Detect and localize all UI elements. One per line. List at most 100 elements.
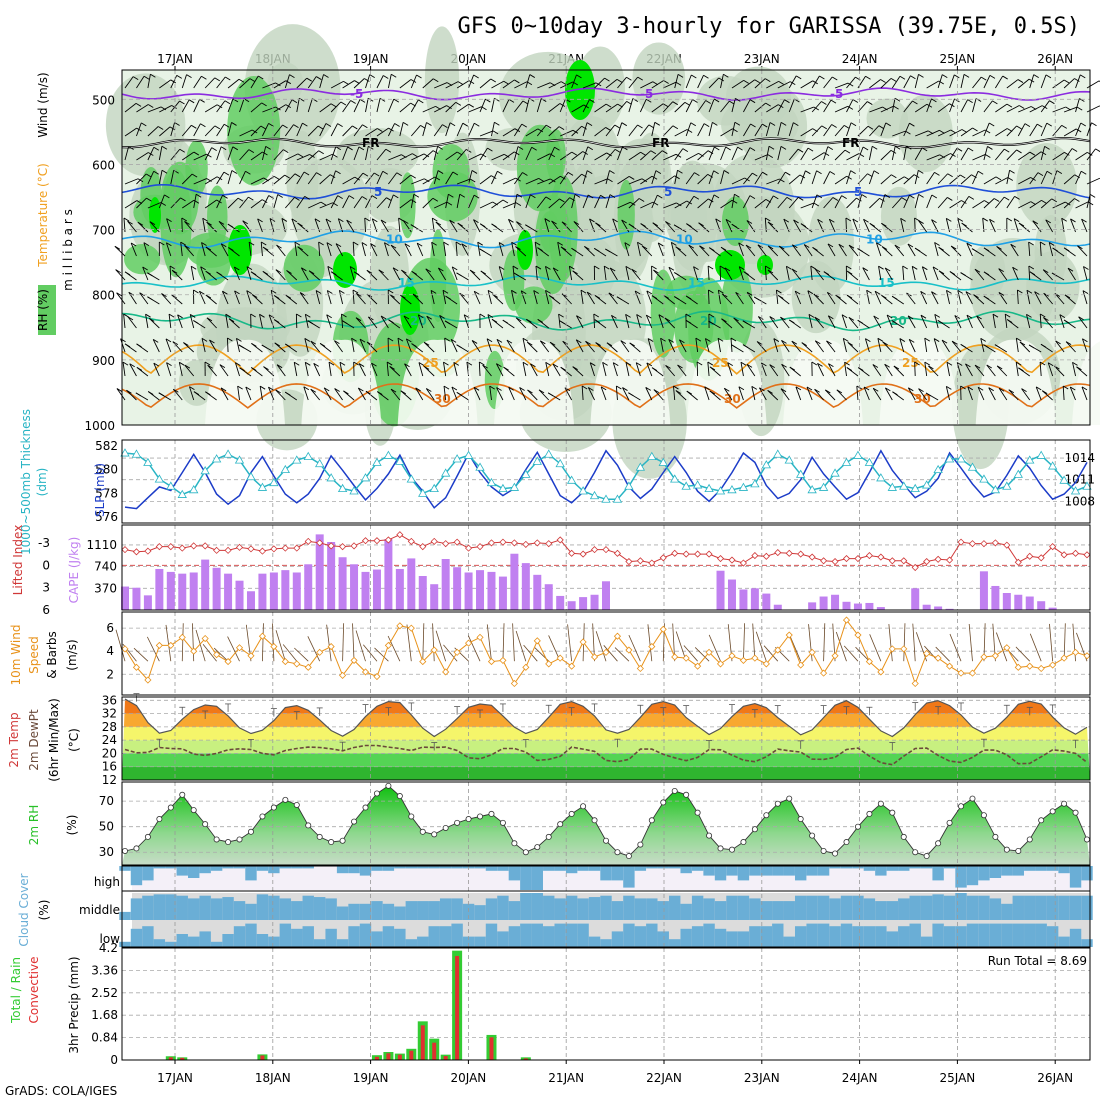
wind-barb-flag <box>355 317 362 322</box>
wind-barb <box>720 170 725 185</box>
ytick-temp-24: 24 <box>102 733 117 747</box>
wind-barb <box>334 388 343 401</box>
cloud-high-bar <box>588 866 601 871</box>
wind-barb <box>670 242 676 257</box>
wind-barb <box>884 387 893 401</box>
thickness-point <box>1025 455 1035 464</box>
wind-barb-flag <box>195 193 202 198</box>
wind-barb-flag <box>411 270 417 275</box>
wind-barb <box>827 243 836 257</box>
wind-barb <box>658 314 664 329</box>
wind-barb-flag <box>843 337 849 342</box>
wind-barb <box>921 266 928 281</box>
wind-barb-flag <box>246 266 253 270</box>
cloud-middle-bar <box>394 906 406 920</box>
wind-barb-flag <box>284 391 291 396</box>
wind-barb-flag <box>308 270 315 275</box>
wind-barb <box>731 177 745 185</box>
wind-barb-flag <box>352 289 359 294</box>
wind-barb-flag <box>1041 390 1048 395</box>
wind-barb-flag <box>386 361 393 366</box>
xlabel-bottom-8: 25JAN <box>940 1071 976 1085</box>
ytick-slp-1008: 1008 <box>1064 494 1095 508</box>
wind10-barb <box>912 623 916 662</box>
wind-barb-flag <box>972 127 978 132</box>
wind-barb <box>1006 79 1019 89</box>
wind-barb-flag <box>1028 344 1035 349</box>
wind-barb <box>433 170 439 185</box>
wind-barb-flag <box>812 247 818 251</box>
wind-barb-flag <box>527 341 533 346</box>
wind-barb-flag <box>675 246 681 251</box>
wind-barb-flag <box>415 387 421 392</box>
line-2m-dewpt <box>124 744 1088 766</box>
wind-barb-flag <box>418 362 425 366</box>
wind-barb-flag <box>808 313 815 318</box>
wind-barb-flag <box>909 194 915 199</box>
wind-barb <box>960 174 972 185</box>
wind-barb-flag <box>934 242 940 246</box>
wind-barb-flag <box>1041 199 1047 204</box>
wind-barb <box>628 151 641 161</box>
wind-barb-flag <box>902 265 908 270</box>
wind-barb-flag <box>525 224 531 229</box>
wind-barb-flag <box>816 194 823 199</box>
rh-patch-mid <box>1026 251 1080 322</box>
wind-barb <box>767 221 779 233</box>
wind-barb <box>745 244 756 257</box>
wind-barb <box>611 315 618 329</box>
wind10-point <box>751 654 759 662</box>
wind-barb-flag <box>901 197 907 201</box>
wind-barb <box>675 390 687 401</box>
wind-barb <box>434 82 448 89</box>
wind-barb <box>422 197 434 209</box>
wind-barb-flag <box>960 272 966 276</box>
wind-barb-flag <box>544 218 551 222</box>
wind-barb-flag <box>529 74 536 78</box>
wind-barb-flag <box>616 296 623 301</box>
wind-barb-flag <box>909 122 915 127</box>
wind-barb-flag <box>743 271 749 275</box>
wind-barb <box>159 79 172 89</box>
wind-barb-flag <box>451 386 458 391</box>
thickness-point <box>979 474 989 483</box>
xlabel-bottom-6: 23JAN <box>744 1071 780 1085</box>
wind-barb-flag <box>412 153 418 158</box>
li-point <box>648 559 656 567</box>
li-point <box>476 543 484 551</box>
wind-barb <box>634 290 641 305</box>
cloud-middle-bar <box>497 895 509 920</box>
rh2m-point <box>1049 808 1056 815</box>
wind10-point <box>579 638 587 646</box>
wind-barb-flag <box>371 195 378 199</box>
cloud-middle-bar <box>817 895 830 920</box>
wind-barb <box>388 172 398 185</box>
wind-barb <box>410 125 421 137</box>
rh2m-point <box>202 821 209 828</box>
rh-patch-green <box>514 286 553 324</box>
rh2m-point <box>488 810 495 817</box>
wind-barb-flag <box>574 194 581 198</box>
wind-barb <box>246 266 252 281</box>
wind-barb <box>1055 340 1065 353</box>
wind-barb-flag <box>1021 388 1027 393</box>
wind-barb-flag <box>576 339 582 344</box>
wind-barb <box>720 100 730 113</box>
wind10-point <box>1071 648 1080 656</box>
wind-barb <box>284 99 293 113</box>
wind-barb <box>116 388 126 401</box>
wind-barb <box>514 100 524 113</box>
wind10-barb <box>262 623 264 662</box>
wind-barb-flag <box>410 174 416 179</box>
wind-barb-flag <box>780 316 786 321</box>
wind-barb <box>273 194 279 209</box>
wind-barb <box>535 266 538 281</box>
cloud-high-bar <box>863 866 876 871</box>
ytick-precip-4.2: 4.2 <box>99 941 118 955</box>
wind-barb-flag <box>920 314 927 319</box>
wind-barb-flag <box>423 153 430 158</box>
rh2m-point <box>396 793 403 800</box>
wind-barb-flag <box>801 342 808 346</box>
wind-barb <box>342 195 350 209</box>
wind-barb <box>998 268 1008 281</box>
